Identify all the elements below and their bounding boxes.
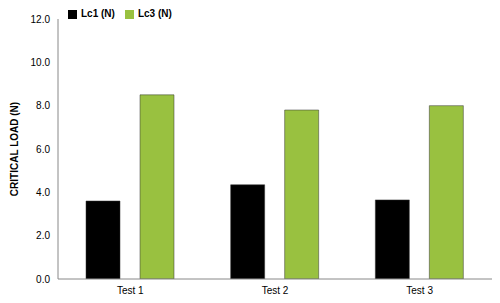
svg-text:Test 1: Test 1 — [117, 285, 144, 296]
svg-text:8.0: 8.0 — [36, 100, 50, 111]
svg-text:Test 3: Test 3 — [406, 285, 433, 296]
svg-text:12.0: 12.0 — [31, 14, 51, 25]
svg-text:0.0: 0.0 — [36, 274, 50, 285]
svg-text:Test 2: Test 2 — [262, 285, 289, 296]
html-text:Lc3 (N): Lc3 (N) — [137, 8, 172, 19]
svg-text:6.0: 6.0 — [36, 144, 50, 155]
svg-text:4.0: 4.0 — [36, 187, 50, 198]
svg-text:10.0: 10.0 — [31, 57, 51, 68]
svg-text:CRITICAL LOAD (N): CRITICAL LOAD (N) — [9, 102, 20, 196]
svg-text:2.0: 2.0 — [36, 230, 50, 241]
html-text:Lc1 (N): Lc1 (N) — [81, 8, 115, 19]
